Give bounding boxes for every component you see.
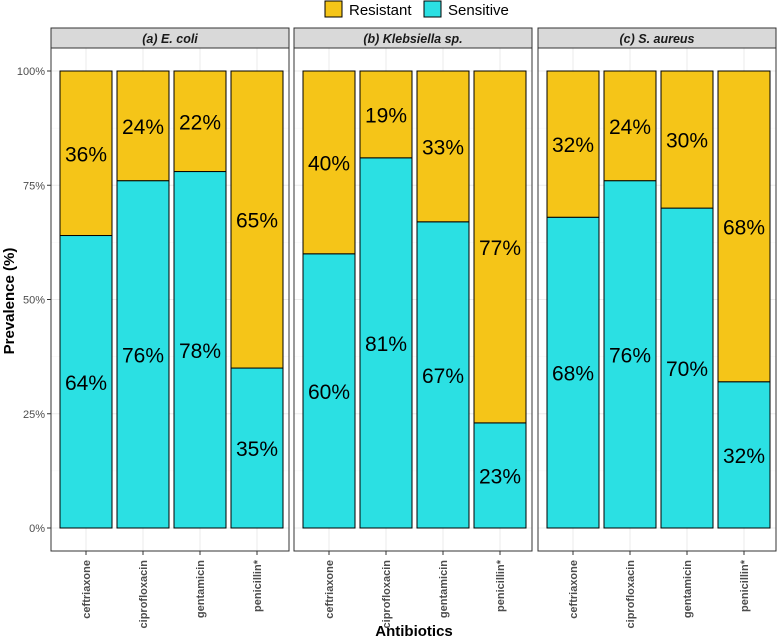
bar-sensitive-ciprofloxacin [359,157,413,529]
y-tick-label: 0% [29,523,45,535]
x-tick-label-gentamicin: gentamicin [195,560,207,618]
y-axis: 0% 25% 50% 75% 100% [17,66,51,535]
data-label-sensitive: 78% [179,340,221,363]
bar-resistant-ciprofloxacin [603,70,657,182]
x-tick-label-ceftriaxone: ceftriaxone [568,560,580,619]
data-label-resistant: 68% [723,216,765,239]
data-label-sensitive: 76% [609,344,651,367]
data-label-sensitive: 68% [552,363,594,386]
bar-resistant-ciprofloxacin [359,70,413,159]
facet-panels: (a) E. coli 64% 36% ceftriaxone 76% 24% ciprof… [50,27,777,629]
data-label-resistant: 22% [179,111,221,134]
panel-title: (c) S. aureus [619,32,694,46]
y-tick-label: 25% [23,409,45,421]
y-tick-label: 50% [23,295,45,307]
bar-resistant-ciprofloxacin [116,70,170,182]
x-tick-label-gentamicin: gentamicin [438,560,450,618]
x-tick-label-penicillin: penicillin* [252,559,264,612]
data-label-resistant: 19% [365,104,407,127]
bar-sensitive-ciprofloxacin [603,180,657,529]
panel-title: (a) E. coli [142,32,198,46]
data-label-resistant: 24% [609,116,651,139]
bar-resistant-ceftriaxone [546,70,600,218]
x-tick-label-penicillin: penicillin* [495,559,507,612]
data-label-resistant: 36% [65,143,107,166]
bar-resistant-gentamicin [416,70,470,223]
panel-border [293,47,533,552]
panel-b-klebsiella-sp: (b) Klebsiella sp. 60% 40% ceftriaxone 81% 19… [293,27,533,629]
data-label-sensitive: 23% [479,465,521,488]
x-tick-label-ceftriaxone: ceftriaxone [324,560,336,619]
bar-resistant-ceftriaxone [302,70,356,255]
y-tick-label: 75% [23,180,45,192]
data-label-resistant: 77% [479,237,521,260]
bar-sensitive-penicillin [230,367,284,529]
data-label-resistant: 65% [236,210,278,233]
x-tick-label-ciprofloxacin: ciprofloxacin [138,560,150,629]
bar-resistant-penicillin [473,70,527,424]
y-tick-label: 100% [17,66,45,78]
legend-swatch-resistant [324,0,343,18]
bar-resistant-ceftriaxone [59,70,113,237]
bar-sensitive-ceftriaxone [302,253,356,529]
data-label-sensitive: 81% [365,333,407,356]
x-tick-label-ciprofloxacin: ciprofloxacin [625,560,637,629]
legend-swatch-sensitive [423,0,442,18]
data-label-sensitive: 67% [422,365,464,388]
bar-resistant-penicillin [717,70,771,383]
x-tick-label-gentamicin: gentamicin [682,560,694,618]
data-label-sensitive: 35% [236,438,278,461]
panel-a-e-coli: (a) E. coli 64% 36% ceftriaxone 76% 24% ciprof… [50,27,290,629]
bar-sensitive-penicillin [717,381,771,529]
panel-title: (b) Klebsiella sp. [363,32,462,46]
x-tick-label-penicillin: penicillin* [739,559,751,612]
bar-resistant-penicillin [230,70,284,369]
legend-label-sensitive: Sensitive [448,2,509,19]
data-label-sensitive: 60% [308,381,350,404]
bar-sensitive-gentamicin [416,221,470,529]
data-label-sensitive: 64% [65,372,107,395]
y-axis-title: Prevalence (%) [1,248,18,355]
x-tick-label-ceftriaxone: ceftriaxone [81,560,93,619]
bar-sensitive-ciprofloxacin [116,180,170,529]
legend-label-resistant: Resistant [349,2,412,19]
data-label-sensitive: 70% [666,358,708,381]
bar-sensitive-gentamicin [173,171,227,529]
x-tick-label-ciprofloxacin: ciprofloxacin [381,560,393,629]
x-axis-title: Antibiotics [375,623,453,640]
data-label-resistant: 30% [666,130,708,153]
data-label-resistant: 40% [308,152,350,175]
legend: Resistant Sensitive [324,0,509,19]
bar-resistant-gentamicin [173,70,227,173]
data-label-resistant: 24% [122,116,164,139]
bar-resistant-gentamicin [660,70,714,209]
bar-sensitive-gentamicin [660,207,714,529]
data-label-sensitive: 32% [723,445,765,468]
data-label-sensitive: 76% [122,344,164,367]
data-label-resistant: 32% [552,134,594,157]
panel-border [537,47,777,552]
data-label-resistant: 33% [422,136,464,159]
panel-c-s-aureus: (c) S. aureus 68% 32% ceftriaxone 76% 24% cipr… [537,27,777,629]
